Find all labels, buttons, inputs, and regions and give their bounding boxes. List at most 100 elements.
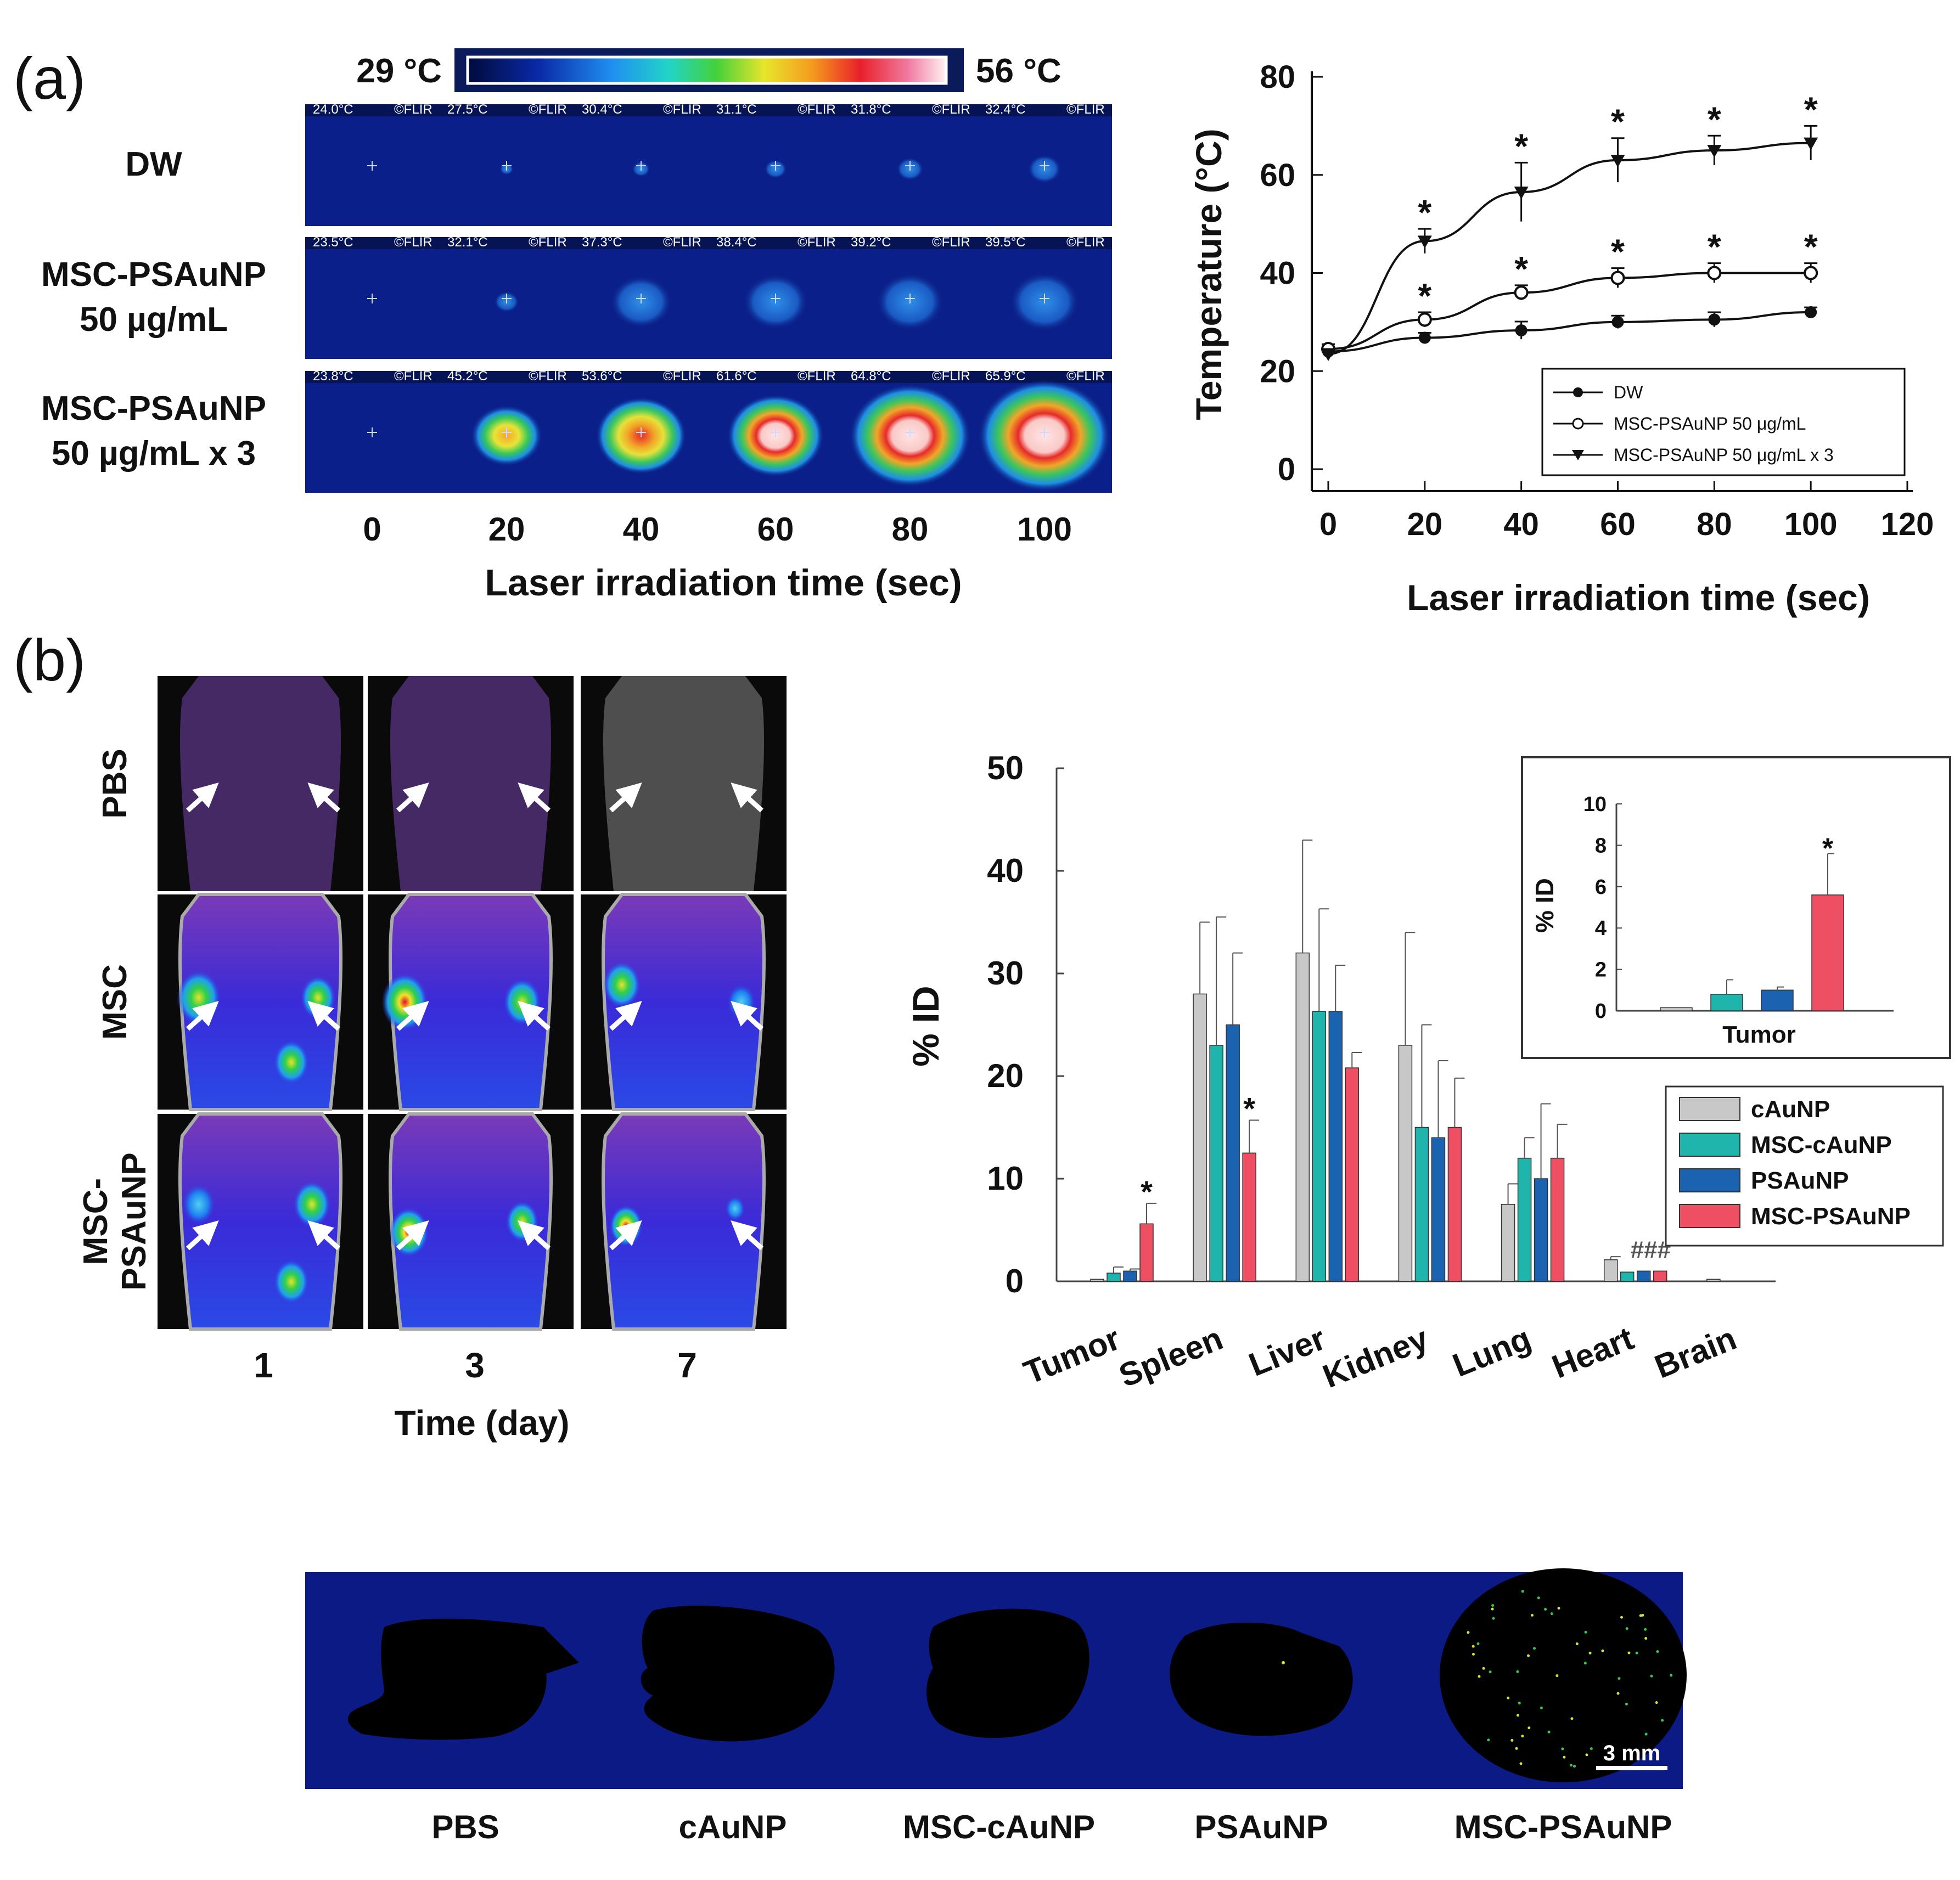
thermal-row: 23.5°C ©FLIR 32.1°C ©FLIR 37.3°C ©FLIR 38.4°C ©… [305, 235, 1112, 359]
section-label-cauNP: cAuNP [679, 1809, 787, 1845]
imaging-row-label: MSC- [77, 1178, 115, 1265]
legend-label: DW [1614, 382, 1643, 402]
significance-star: * [1514, 249, 1528, 289]
mouse-body [390, 676, 552, 891]
section-labels: PBS cAuNP MSC-cAuNP PSAuNP MSC-PSAuNP [431, 1809, 1672, 1845]
bar [1550, 1157, 1565, 1282]
speck [1530, 1613, 1534, 1617]
significance-star: * [1611, 102, 1625, 142]
speck [1527, 1654, 1530, 1657]
data-point [1804, 137, 1818, 150]
y-tick-label: 0 [1595, 1000, 1607, 1023]
bar-legend: cAuNP MSC-cAuNP PSAuNP MSC-PSAuNP [1665, 1085, 1944, 1247]
crosshair-icon [636, 427, 646, 437]
bar [1517, 1157, 1532, 1282]
flir-brand: ©FLIR [798, 235, 836, 250]
thermal-reading: 32.4°C [985, 102, 1026, 117]
bar [1706, 1279, 1721, 1282]
flir-brand: ©FLIR [529, 102, 567, 117]
speck [1569, 1764, 1573, 1767]
crosshair-icon [1040, 294, 1049, 303]
line-series [1322, 306, 1818, 358]
thermal-image [305, 371, 1112, 493]
legend-label: MSC-PSAuNP [1751, 1203, 1911, 1230]
legend-label: PSAuNP [1751, 1167, 1849, 1194]
speck [1472, 1652, 1475, 1656]
inset-ylabel: % ID [1530, 878, 1559, 933]
mouse-body [603, 1114, 765, 1329]
bar [1345, 1067, 1360, 1282]
thermal-row-labels: DW MSC-PSAuNP 50 µg/mL MSC-PSAuNP 50 µg/mL x… [41, 145, 266, 472]
tissue-section-strip: 3 mm [305, 1568, 1687, 1789]
section-label-psauNP: PSAuNP [1194, 1809, 1328, 1845]
fluorescence-spot [273, 1040, 309, 1084]
speck [1590, 1747, 1593, 1750]
crosshair-icon [905, 427, 915, 437]
mouse-body [390, 1114, 552, 1329]
mouse-image [368, 893, 574, 1111]
y-tick-label: 10 [1583, 793, 1607, 816]
line-xlabel: Laser irradiation time (sec) [1407, 577, 1870, 618]
speck [1521, 1735, 1524, 1738]
speck [1584, 1630, 1587, 1634]
thermal-time-0: 0 [363, 511, 381, 548]
speck [1507, 1696, 1510, 1699]
imaging-time-axis: 1 3 7 Time (day) [254, 1346, 697, 1443]
speck [1527, 1726, 1531, 1730]
significance-star: * [1418, 193, 1431, 232]
speck [1661, 1719, 1664, 1722]
crosshair-icon [502, 427, 512, 437]
inset-bar [1811, 894, 1844, 1011]
speck [1601, 1649, 1604, 1652]
arrow-icon [186, 1220, 219, 1251]
significance-star: * [1708, 227, 1721, 267]
crosshair-icon [771, 294, 780, 303]
legend-label: MSC-cAuNP [1751, 1132, 1892, 1158]
colorbar-gradient [466, 55, 948, 85]
speck [1585, 1753, 1588, 1757]
line-axes: 0 20 40 60 80 0 20 40 60 80 100 120 Laser irradiatio… [1188, 59, 1934, 618]
thermal-image-grid: 24.0°C ©FLIR 27.5°C ©FLIR 30.4°C ©FLIR 31.1°C ©… [305, 102, 1112, 493]
legend-label: cAuNP [1751, 1096, 1830, 1123]
thermal-row-label: 50 µg/mL [80, 301, 228, 339]
arrow-icon [518, 1000, 551, 1031]
inset-bar [1761, 989, 1794, 1011]
crosshair-icon [367, 161, 377, 171]
thermal-reading: 39.2°C [851, 235, 891, 250]
bar [1090, 1279, 1104, 1282]
fluorescence-spot [725, 1196, 745, 1221]
legend-swatch [1679, 1204, 1740, 1228]
data-point [1805, 306, 1817, 318]
x-tick-label: 100 [1784, 506, 1838, 542]
crosshair-icon [905, 161, 915, 171]
section-label-msc-cauNP: MSC-cAuNP [903, 1809, 1095, 1845]
crosshair-icon [771, 427, 780, 437]
y-tick-label: 6 [1595, 876, 1607, 899]
speck [1575, 1642, 1579, 1646]
mouse-image [158, 1112, 363, 1331]
bar [1398, 1045, 1413, 1282]
speck [1489, 1670, 1492, 1674]
speck [1555, 1674, 1559, 1678]
speck [1517, 1714, 1520, 1717]
thermal-row-label: DW [125, 145, 182, 183]
mouse-outline [178, 1112, 343, 1331]
y-tick-label: 30 [987, 955, 1024, 992]
legend-marker [1572, 418, 1584, 430]
y-tick-label: 80 [1260, 59, 1295, 95]
arrow-icon [731, 1000, 764, 1031]
thermal-reading: 23.5°C [313, 235, 353, 250]
crosshair-icon [367, 294, 377, 303]
speck [1482, 1667, 1485, 1670]
flir-brand: ©FLIR [529, 235, 567, 250]
thermal-reading: 64.8°C [851, 369, 891, 384]
thermal-reading: 65.9°C [985, 369, 1026, 384]
y-tick-label: 2 [1595, 959, 1607, 982]
x-tick-label: 120 [1881, 506, 1934, 542]
arrow-icon [731, 782, 764, 813]
arrow-icon [609, 782, 642, 813]
crosshair-icon [636, 161, 646, 171]
gold-nanoparticle-specks [1282, 1590, 1673, 1768]
speck [1491, 1604, 1495, 1607]
colorbar-max-label: 56 °C [976, 52, 1062, 90]
